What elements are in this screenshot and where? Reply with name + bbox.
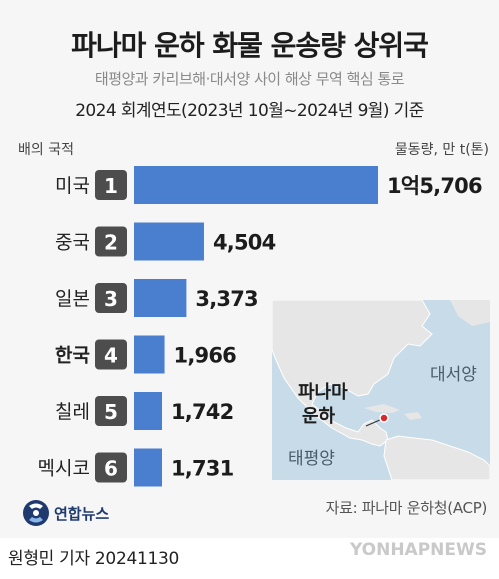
canal-label-line2: 운하 — [302, 406, 336, 427]
pacific-label: 태평양 — [288, 449, 335, 469]
data-label: 1,731 — [171, 457, 234, 481]
data-label: 1,742 — [171, 400, 233, 424]
south-america-land — [383, 435, 490, 480]
data-label: 1억5,706 — [387, 174, 482, 198]
axis-right-label: 물동량, 만 t(톤) — [394, 142, 489, 158]
yonhap-logo: 연합뉴스 — [20, 495, 138, 531]
rank-badge — [95, 283, 127, 313]
chart-subtitle: 태평양과 카리브해·대서양 사이 해상 무역 핵심 통로 — [94, 70, 405, 88]
yonhapnews-watermark: YONHAPNEWS — [349, 540, 487, 560]
rank-badge — [95, 339, 127, 370]
canal-pointer-line — [365, 418, 383, 427]
reporter-credit: 원형민 기자 20241130 — [8, 549, 180, 569]
source-note: 자료: 파나마 운하청(ACP) — [325, 499, 488, 517]
cuba-land — [364, 404, 400, 413]
category-label: 칠레 — [55, 401, 90, 423]
data-label: 1,966 — [174, 344, 237, 368]
rank-number: 2 — [104, 231, 118, 255]
bar — [134, 392, 162, 430]
footer-bar — [0, 538, 499, 579]
axis-left-label: 배의 국적 — [18, 142, 74, 158]
rank-badge — [95, 226, 127, 257]
data-label: 3,373 — [195, 287, 257, 311]
canal-label-line1: 파나마 — [298, 382, 348, 403]
bar — [134, 222, 204, 261]
bar — [134, 279, 187, 317]
atlantic-label: 대서양 — [430, 365, 477, 385]
rank-badge — [95, 170, 127, 200]
logo-text: 연합뉴스 — [54, 505, 110, 523]
bar — [134, 335, 165, 374]
data-label: 4,504 — [213, 231, 276, 255]
bar — [134, 448, 162, 487]
rank-number: 3 — [104, 287, 118, 311]
rank-badge — [95, 452, 127, 483]
north-america-land — [272, 300, 433, 447]
canal-marker-dot — [379, 413, 389, 423]
logo-mark-icon — [23, 500, 49, 526]
chart-title: 파나마 운하 화물 운송량 상위국 — [71, 29, 429, 62]
rank-number: 4 — [104, 344, 118, 368]
chart-basis: 2024 회계연도(2023년 10월~2024년 9월) 기준 — [75, 101, 424, 121]
category-label: 한국 — [55, 345, 90, 367]
category-label: 멕시코 — [38, 458, 90, 480]
hispaniola-land — [404, 412, 422, 420]
category-label: 미국 — [55, 175, 90, 197]
category-label: 일본 — [55, 288, 90, 310]
rank-number: 6 — [104, 457, 118, 481]
map-svg: 대서양 태평양 파나마 운하 — [272, 300, 490, 480]
bar — [134, 166, 378, 204]
map-inset: 대서양 태평양 파나마 운하 — [272, 300, 490, 480]
rank-badge — [95, 396, 127, 426]
greenland-land — [450, 300, 490, 326]
bar-chart: 미국 1 1억5,706 중국 2 4,504 일본 3 3,373 한국 4 1,966 칠레 5 1,7… — [38, 166, 483, 487]
rank-number: 1 — [104, 174, 118, 198]
category-label: 중국 — [55, 232, 90, 254]
rank-number: 5 — [104, 400, 118, 424]
